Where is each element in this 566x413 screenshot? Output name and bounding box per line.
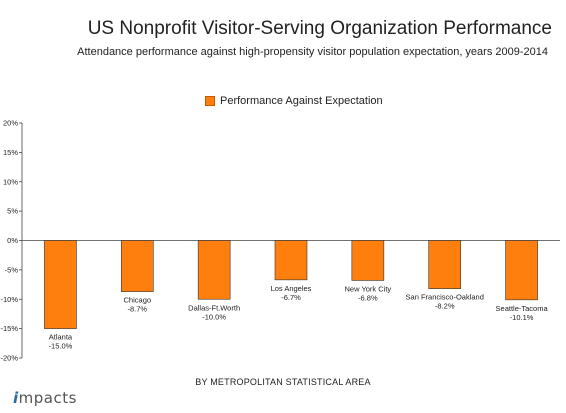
y-tick-label: -15% <box>0 324 18 333</box>
x-axis-label: BY METROPOLITAN STATISTICAL AREA <box>195 377 371 387</box>
y-tick-label: -10% <box>0 295 18 304</box>
bar-seattle-tacoma <box>505 240 538 301</box>
data-label: -6.8% <box>358 293 378 302</box>
category-label: Los Angeles <box>271 284 312 293</box>
y-tick-label: 15% <box>3 148 18 157</box>
logo-initial: i <box>13 389 19 407</box>
bar-los-angeles <box>274 240 308 281</box>
category-label: San Francisco-Oakland <box>406 293 484 302</box>
bar-chicago <box>120 240 154 292</box>
category-label: Chicago <box>124 296 152 305</box>
legend-label: Performance Against Expectation <box>220 95 383 107</box>
y-tick-label: -20% <box>0 354 18 363</box>
category-label: New York City <box>345 284 392 293</box>
category-label: Seattle-Tacoma <box>496 304 549 313</box>
y-tick-label: 0% <box>7 236 18 245</box>
impacts-logo: impacts <box>13 389 77 407</box>
category-label: Atlanta <box>49 333 73 342</box>
data-label: -6.7% <box>281 293 301 302</box>
bar-san-francisco-oakland <box>428 240 462 289</box>
bar-dallas-ft-worth <box>197 240 231 300</box>
chart-subtitle: Attendance performance against high-prop… <box>77 46 548 58</box>
chart-title: US Nonprofit Visitor-Serving Organizatio… <box>87 18 552 39</box>
data-label: -8.2% <box>435 302 455 311</box>
data-label: -10.1% <box>510 313 534 322</box>
data-label: -8.7% <box>127 305 147 314</box>
y-tick-label: 5% <box>7 207 18 216</box>
bar-atlanta <box>44 240 77 329</box>
data-label: -10.0% <box>202 312 226 321</box>
y-tick-label: 20% <box>3 119 18 128</box>
category-label: Dallas-Ft.Worth <box>188 303 240 312</box>
bar-new-york-city <box>351 240 385 281</box>
y-tick-label: -5% <box>5 265 19 274</box>
data-label: -15.0% <box>49 342 73 351</box>
legend: Performance Against Expectation <box>205 95 383 107</box>
legend-swatch <box>205 96 215 106</box>
logo-text: mpacts <box>18 389 77 407</box>
y-tick-label: 10% <box>3 177 18 186</box>
